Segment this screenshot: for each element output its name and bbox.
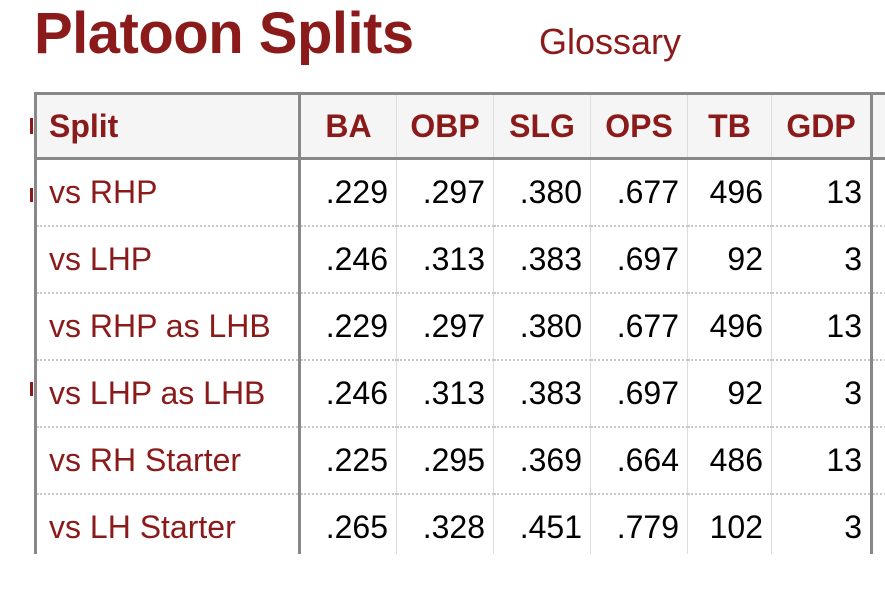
column-header-ba[interactable]: BA <box>299 92 397 160</box>
cell-obp: .313 <box>396 360 494 428</box>
split-link[interactable]: vs RHP as LHB <box>34 293 301 361</box>
table-row: vs LHP .246 .313 .383 .697 92 3 <box>34 226 885 294</box>
cell-ops: .697 <box>590 360 688 428</box>
column-header-slg[interactable]: SLG <box>493 92 591 160</box>
cell-ops: .677 <box>590 293 688 361</box>
cell-tb: 496 <box>687 293 772 361</box>
column-header-gdp[interactable]: GDP <box>771 92 872 160</box>
cell-ba: .265 <box>299 494 397 554</box>
platoon-splits-table-container[interactable]: Split BA OBP SLG OPS TB GDP vs RHP .229 … <box>34 92 885 554</box>
cell-slg: .383 <box>493 226 591 294</box>
cell-obp: .313 <box>396 226 494 294</box>
split-link[interactable]: vs RH Starter <box>34 427 301 495</box>
cell-gdp: 13 <box>771 293 872 361</box>
cell-clipped <box>870 158 885 227</box>
cell-tb: 102 <box>687 494 772 554</box>
cell-slg: .383 <box>493 360 591 428</box>
cell-ops: .779 <box>590 494 688 554</box>
table-row: vs LH Starter .265 .328 .451 .779 102 3 <box>34 494 885 554</box>
cell-gdp: 3 <box>771 360 872 428</box>
cell-gdp: 3 <box>771 494 872 554</box>
cell-ba: .246 <box>299 226 397 294</box>
table-header-row: Split BA OBP SLG OPS TB GDP <box>34 92 885 160</box>
table-row: vs RHP .229 .297 .380 .677 496 13 <box>34 158 885 227</box>
cell-clipped <box>870 360 885 428</box>
table-row: vs RHP as LHB .229 .297 .380 .677 496 13 <box>34 293 885 361</box>
glossary-link[interactable]: Glossary <box>539 21 682 62</box>
cell-obp: .328 <box>396 494 494 554</box>
table-row: vs RH Starter .225 .295 .369 .664 486 13 <box>34 427 885 495</box>
cell-tb: 92 <box>687 360 772 428</box>
left-edge-markers <box>30 92 34 554</box>
cell-ba: .229 <box>299 293 397 361</box>
split-link[interactable]: vs LHP as LHB <box>34 360 301 428</box>
cell-gdp: 13 <box>771 427 872 495</box>
cell-clipped <box>870 494 885 554</box>
split-link[interactable]: vs LHP <box>34 226 301 294</box>
cell-gdp: 13 <box>771 158 872 227</box>
cell-obp: .295 <box>396 427 494 495</box>
table-row: vs LHP as LHB .246 .313 .383 .697 92 3 <box>34 360 885 428</box>
column-header-split[interactable]: Split <box>34 92 301 160</box>
cell-ops: .677 <box>590 158 688 227</box>
column-header-ops[interactable]: OPS <box>590 92 688 160</box>
cell-slg: .369 <box>493 427 591 495</box>
cell-obp: .297 <box>396 293 494 361</box>
cell-ops: .664 <box>590 427 688 495</box>
cell-ops: .697 <box>590 226 688 294</box>
cell-obp: .297 <box>396 158 494 227</box>
cell-clipped <box>870 427 885 495</box>
page-title: Platoon Splits <box>34 1 414 66</box>
cell-tb: 496 <box>687 158 772 227</box>
cell-slg: .380 <box>493 293 591 361</box>
cell-tb: 486 <box>687 427 772 495</box>
cell-ba: .225 <box>299 427 397 495</box>
column-header-obp[interactable]: OBP <box>396 92 494 160</box>
cell-clipped <box>870 226 885 294</box>
column-header-tb[interactable]: TB <box>687 92 772 160</box>
cell-slg: .380 <box>493 158 591 227</box>
column-header-clipped[interactable] <box>870 92 885 160</box>
cell-ba: .246 <box>299 360 397 428</box>
cell-gdp: 3 <box>771 226 872 294</box>
cell-ba: .229 <box>299 158 397 227</box>
cell-clipped <box>870 293 885 361</box>
cell-slg: .451 <box>493 494 591 554</box>
platoon-splits-table: Split BA OBP SLG OPS TB GDP vs RHP .229 … <box>34 92 885 554</box>
cell-tb: 92 <box>687 226 772 294</box>
split-link[interactable]: vs LH Starter <box>34 494 301 554</box>
split-link[interactable]: vs RHP <box>34 158 301 227</box>
